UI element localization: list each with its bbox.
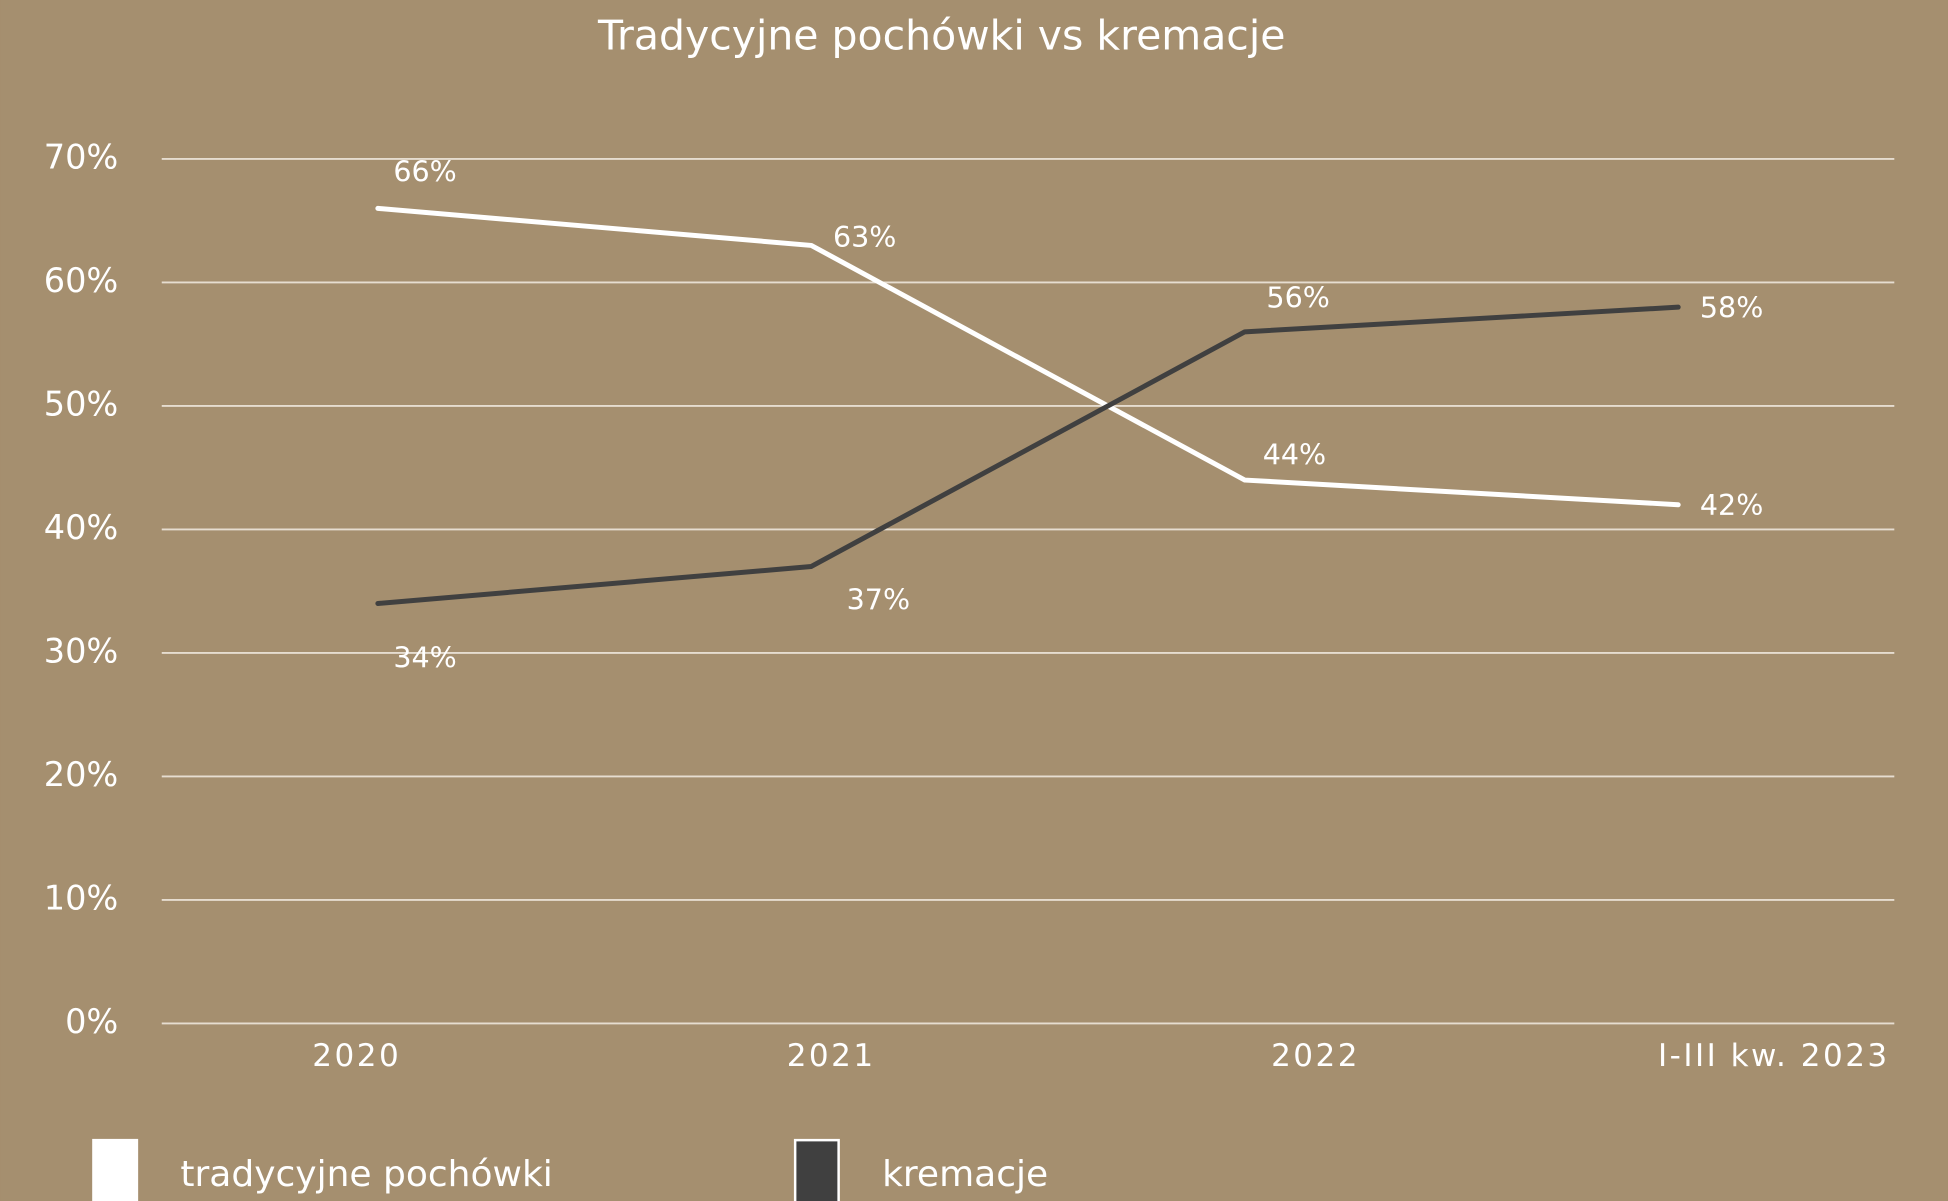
y-tick-label: 0%: [65, 1002, 118, 1041]
y-tick-label: 50%: [44, 384, 119, 423]
y-tick-label: 10%: [44, 878, 119, 917]
x-tick-label: 2020: [312, 1038, 401, 1074]
legend-label: tradycyjne pochówki: [180, 1154, 552, 1195]
y-tick-label: 30%: [44, 631, 119, 670]
y-tick-label: 40%: [44, 508, 119, 547]
legend-label: kremacje: [882, 1154, 1048, 1195]
x-tick-label: 2022: [1271, 1038, 1360, 1074]
data-label: 63%: [833, 220, 896, 254]
y-tick-label: 70%: [44, 137, 119, 176]
data-label: 58%: [1700, 291, 1763, 325]
data-label: 66%: [393, 155, 456, 189]
data-label: 44%: [1263, 437, 1326, 471]
y-tick-label: 20%: [44, 755, 119, 794]
data-label: 37%: [847, 582, 910, 616]
data-line: [375, 304, 1681, 607]
chart-title: Tradycyjne pochówki vs kremacje: [597, 12, 1285, 60]
data-label: 34%: [393, 640, 456, 674]
data-label: 56%: [1266, 281, 1329, 315]
y-tick-label: 60%: [44, 261, 119, 300]
x-tick-label: I-III kw. 2023: [1658, 1038, 1890, 1074]
data-label: 42%: [1700, 488, 1763, 522]
legend-swatch: [92, 1138, 139, 1201]
data-line: [375, 205, 1681, 508]
x-tick-label: 2021: [787, 1038, 876, 1074]
legend-swatch: [793, 1138, 840, 1201]
